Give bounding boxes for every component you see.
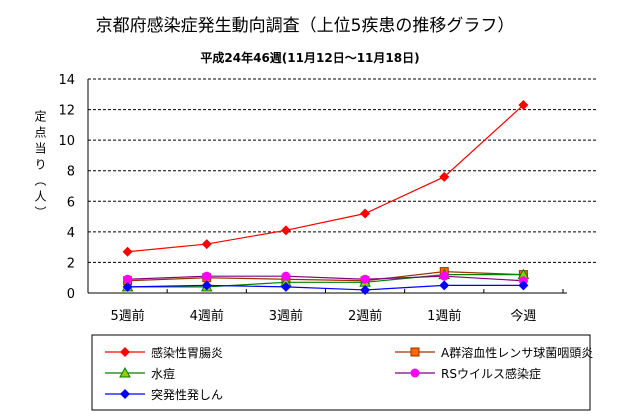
legend-item: 感染性胃腸炎 — [105, 345, 223, 360]
series-0 — [122, 99, 529, 257]
legend-marker — [120, 347, 130, 357]
y-tick-label: 10 — [58, 134, 75, 149]
data-point — [202, 271, 212, 281]
y-tick-label: 6 — [67, 195, 75, 210]
data-point — [281, 271, 291, 281]
legend-label: RSウイルス感染症 — [441, 366, 541, 381]
legend-marker — [119, 366, 131, 378]
chart-subtitle: 平成24年46週(11月12日～11月18日) — [200, 50, 419, 65]
legend-item: 水痘 — [105, 366, 175, 381]
y-tick-label: 2 — [67, 256, 75, 271]
x-tick-label: 2週前 — [348, 308, 382, 324]
data-point — [201, 239, 212, 250]
data-point — [123, 274, 133, 284]
y-tick-label: 4 — [67, 226, 75, 241]
legend-label: 水痘 — [151, 366, 175, 381]
y-tick-label: 0 — [67, 287, 75, 302]
data-point — [439, 280, 450, 291]
x-tick-label: 5週前 — [110, 308, 144, 324]
data-point — [122, 281, 133, 292]
legend-marker — [120, 389, 130, 399]
data-point — [360, 274, 370, 284]
series-line — [127, 274, 524, 288]
y-tick-label: 14 — [58, 73, 75, 88]
legend-item: 突発性発しん — [105, 387, 223, 402]
x-tick-label: 4週前 — [190, 308, 224, 324]
series-line — [127, 275, 524, 282]
x-tick-label: 1週前 — [427, 308, 461, 324]
legend-box — [91, 334, 591, 411]
data-point — [122, 246, 133, 257]
y-axis-label: 定点当り（人） — [33, 110, 47, 222]
y-tick-label: 12 — [58, 104, 75, 119]
x-tick-label: 今週 — [510, 308, 536, 324]
data-point — [280, 281, 291, 292]
data-point — [439, 271, 449, 281]
data-point — [439, 171, 450, 182]
series-4 — [122, 280, 529, 295]
y-tick-label: 8 — [67, 165, 75, 180]
legend-marker — [410, 347, 420, 357]
legend-item: A群溶血性レンサ球菌咽頭炎 — [395, 345, 593, 360]
legend-item: RSウイルス感染症 — [395, 366, 541, 381]
series-line — [127, 284, 524, 291]
legend-label: 突発性発しん — [151, 387, 223, 402]
legend-label: A群溶血性レンサ球菌咽頭炎 — [441, 345, 593, 360]
data-point — [518, 280, 529, 291]
data-point — [360, 208, 371, 219]
x-tick-label: 3週前 — [269, 308, 303, 324]
data-point — [518, 99, 529, 110]
data-point — [360, 284, 371, 295]
chart-title: 京都府感染症発生動向調査（上位5疾患の推移グラフ） — [96, 16, 515, 36]
legend-label: 感染性胃腸炎 — [151, 345, 223, 360]
legend-marker — [410, 368, 420, 378]
series-line — [127, 270, 524, 282]
data-point — [201, 280, 212, 291]
series-line — [127, 104, 524, 253]
data-point — [280, 225, 291, 236]
